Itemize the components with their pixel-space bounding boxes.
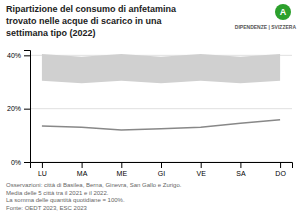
x-tick-label: GI	[158, 170, 165, 177]
y-tick: 20%	[7, 105, 30, 112]
line	[42, 120, 280, 130]
x-tick: MA	[77, 162, 88, 177]
x-axis: LU MA ME GI VE SA DO	[31, 162, 293, 177]
footnote-line: Fonte: OEDT 2023, ESC 2023	[6, 205, 88, 211]
x-tick: VE	[197, 162, 207, 177]
footnote-line: Media delle 5 città tra il 2021 e il 202…	[6, 190, 109, 196]
footnote-line: Osservazioni: città di Basilea, Berna, G…	[6, 182, 182, 188]
title-line: trovato nelle acque di scarico in una	[6, 16, 163, 26]
y-tick-label: 40%	[7, 52, 21, 59]
x-tick: ME	[117, 162, 128, 177]
y-tick-mark	[24, 162, 30, 163]
grid-line	[30, 108, 292, 109]
y-tick: 0%	[11, 159, 30, 166]
x-tick: GI	[158, 162, 165, 177]
x-tick-mark	[42, 162, 43, 168]
x-tick-mark	[82, 162, 83, 168]
x-tick-label: SA	[236, 170, 246, 177]
logo-circle	[275, 4, 291, 20]
x-tick: SA	[236, 162, 246, 177]
title: Ripartizione del consumo di anfetamina tr…	[6, 4, 177, 38]
title-line: settimana tipo (2022)	[6, 28, 96, 38]
x-tick-label: DO	[275, 170, 286, 177]
x-tick-mark	[121, 162, 122, 168]
y-tick-mark	[24, 55, 30, 56]
y-axis-line	[24, 51, 31, 163]
title-line: Ripartizione del consumo di anfetamina	[6, 4, 177, 14]
band-area	[42, 54, 280, 83]
y-tick-label: 0%	[11, 159, 21, 166]
y-tick-mark	[24, 109, 30, 110]
x-tick-label: ME	[117, 170, 128, 177]
logo-text: DIPENDENZE | SVIZZERA	[235, 24, 297, 30]
logo: A DIPENDENZE | SVIZZERA	[235, 4, 297, 30]
x-axis-line	[31, 163, 293, 169]
x-tick-mark	[201, 162, 202, 168]
x-tick-label: LU	[38, 170, 47, 177]
x-tick-label: MA	[77, 170, 88, 177]
footnote: Osservazioni: città di Basilea, Berna, G…	[6, 182, 182, 211]
y-tick-label: 20%	[7, 105, 21, 112]
y-axis: 0% 20% 40%	[7, 51, 31, 166]
chart: Ripartizione del consumo di anfetamina tr…	[0, 0, 300, 219]
x-tick: LU	[38, 162, 47, 177]
y-tick: 40%	[7, 52, 30, 59]
footnote-line: La somma delle quantità quotidiane = 100…	[6, 197, 125, 203]
x-tick-mark	[240, 162, 241, 168]
x-tick-label: VE	[197, 170, 207, 177]
x-tick-mark	[280, 162, 281, 168]
x-tick: DO	[275, 162, 286, 177]
grid-line	[30, 55, 292, 56]
marks	[42, 54, 280, 130]
logo-letter: A	[280, 7, 287, 17]
x-tick-mark	[161, 162, 162, 168]
